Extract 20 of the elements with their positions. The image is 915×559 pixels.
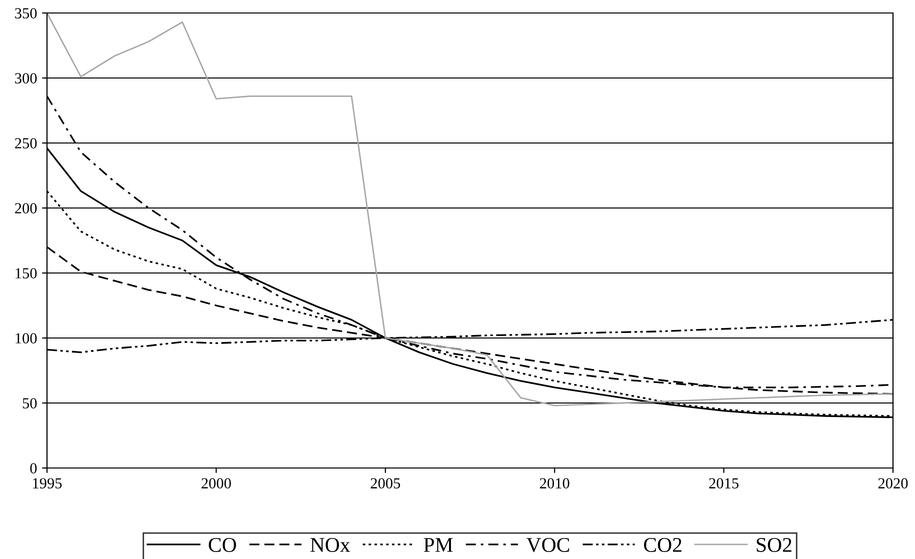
y-tick-label: 200 — [15, 203, 37, 214]
legend-label: NOx — [310, 538, 350, 552]
x-tick-label: 2000 — [202, 478, 231, 488]
x-tick-label: 2005 — [370, 478, 400, 488]
y-tick-label: 250 — [15, 138, 37, 148]
legend-label: VOC — [526, 538, 570, 552]
y-tick-label: 50 — [22, 398, 37, 408]
legend-label: CO — [208, 538, 236, 552]
legend-label: PM — [424, 538, 453, 552]
y-tick-label: 0 — [30, 463, 37, 474]
legend-label: SO2 — [756, 538, 792, 552]
x-tick-label: 2015 — [709, 478, 738, 488]
y-tick-label: 150 — [16, 268, 37, 278]
x-tick-label: 2020 — [878, 478, 908, 488]
x-tick-label: 1995 — [33, 478, 62, 488]
y-tick-label: 100 — [16, 333, 37, 344]
y-tick-label: 350 — [15, 8, 37, 18]
x-tick-label: 2010 — [540, 478, 570, 488]
legend-label: CO2 — [644, 538, 682, 552]
y-tick-label: 300 — [15, 73, 37, 84]
